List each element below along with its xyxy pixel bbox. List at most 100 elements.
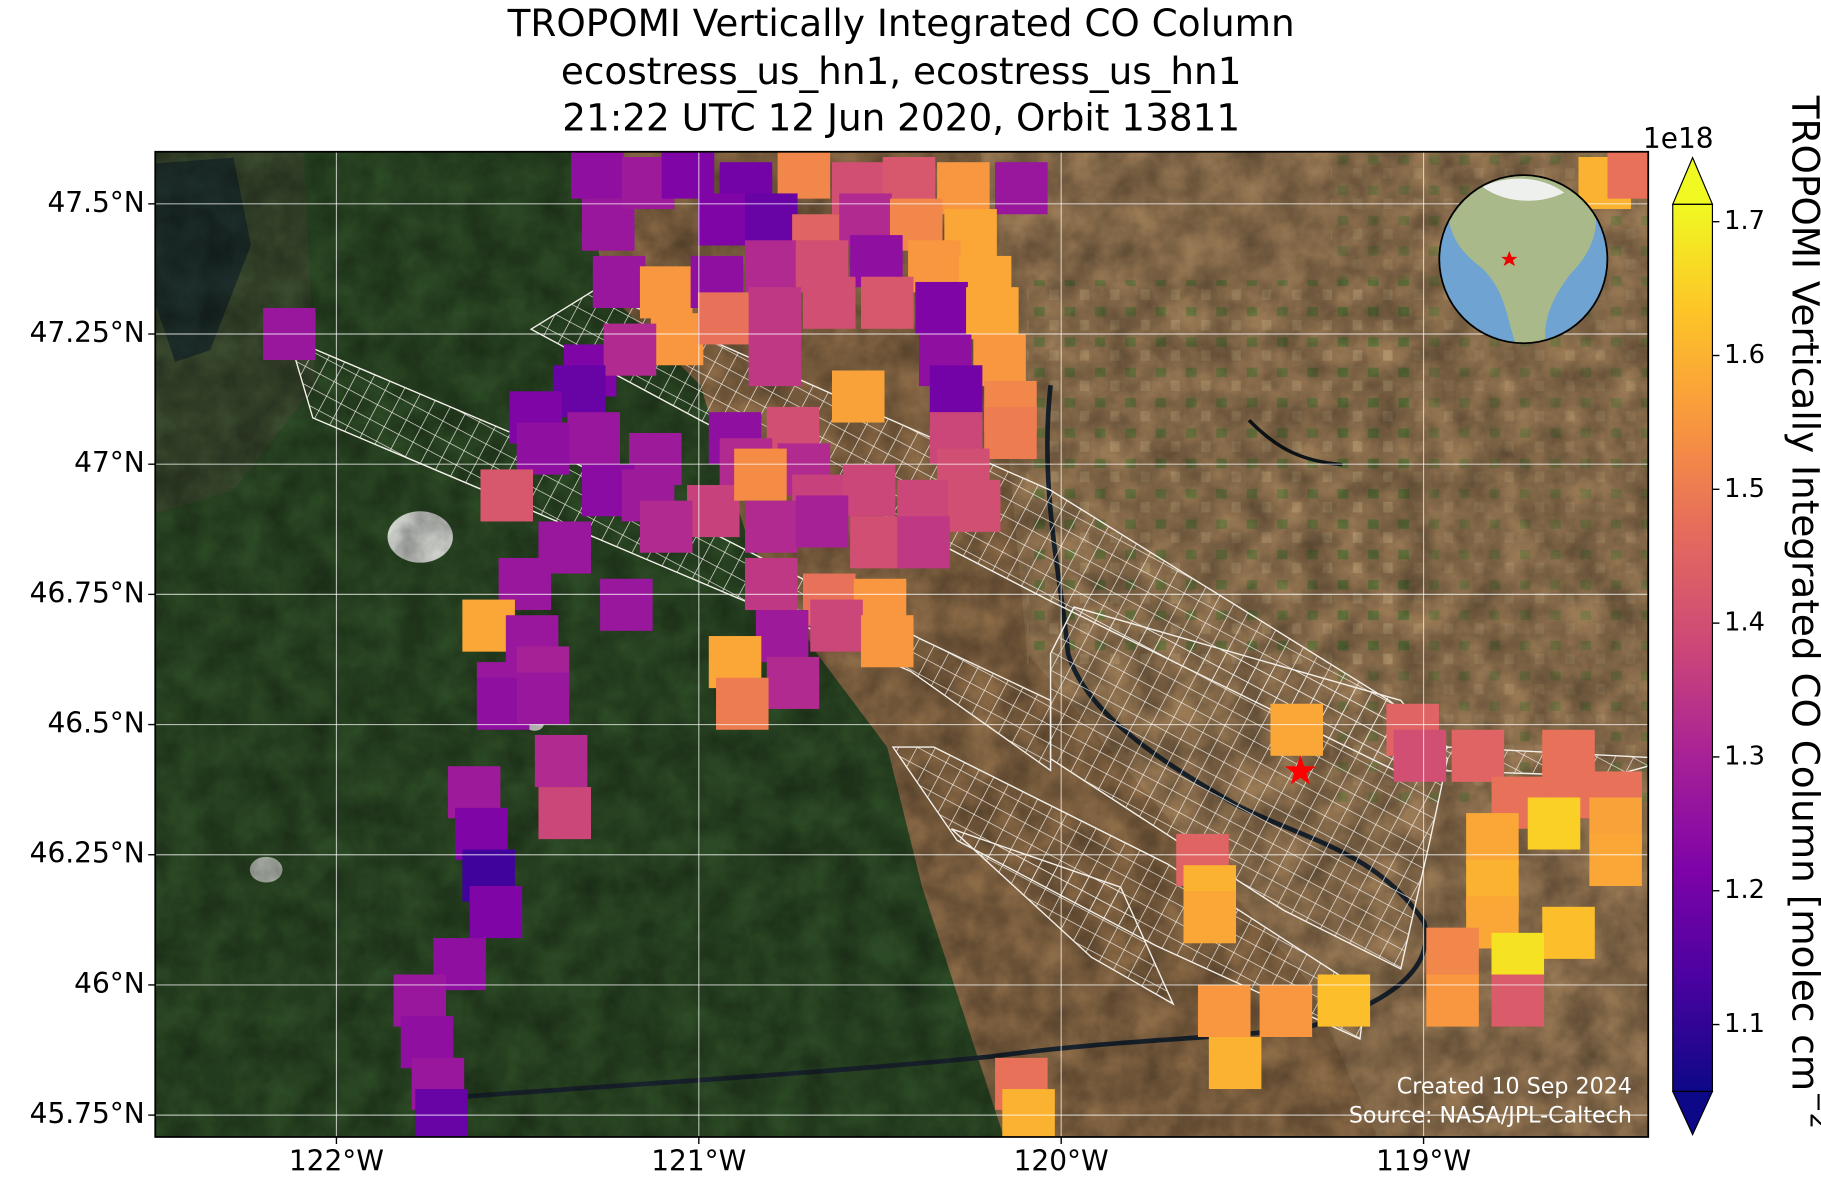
- colorbar-tick-label: 1.1: [1724, 1009, 1765, 1039]
- colorbar-multiplier: 1e18: [1643, 122, 1714, 155]
- co-cell: [1259, 984, 1313, 1037]
- title-line: TROPOMI Vertically Integrated CO Column: [507, 1, 1295, 45]
- site-marker: [1284, 755, 1316, 785]
- co-cell: [860, 276, 914, 329]
- colorbar-label: TROPOMI Vertically Integrated CO Column …: [1784, 95, 1821, 1129]
- co-cell: [415, 1089, 468, 1137]
- x-tick-label: 121°W: [651, 1145, 746, 1178]
- co-cell: [745, 557, 798, 611]
- co-cell: [984, 406, 1037, 459]
- co-cell: [687, 485, 740, 538]
- co-cell: [937, 162, 990, 215]
- co-cell: [639, 500, 693, 553]
- y-tick-label: 45.75°N: [30, 1097, 145, 1130]
- co-cell: [1426, 974, 1479, 1027]
- co-cell: [745, 240, 798, 293]
- co-cell: [1607, 151, 1649, 199]
- colorbar-extend-max: [1671, 156, 1714, 205]
- y-tick-label: 47.5°N: [47, 186, 144, 219]
- co-cell: [947, 479, 1001, 532]
- co-cell: [697, 292, 751, 345]
- y-tick-label: 46.25°N: [30, 837, 145, 870]
- y-tick-label: 46.75°N: [30, 576, 145, 609]
- globe-inset: [1438, 174, 1609, 345]
- co-cell: [831, 370, 885, 423]
- co-cell: [516, 672, 570, 725]
- co-cell: [1426, 927, 1479, 980]
- co-cell: [915, 281, 968, 335]
- title-line: 21:22 UTC 12 Jun 2020, Orbit 13811: [562, 96, 1240, 140]
- footer-source: Source: NASA/JPL-Caltech: [1349, 1102, 1632, 1128]
- co-cell: [766, 656, 820, 709]
- co-cell: [538, 787, 592, 840]
- co-cell: [1542, 906, 1595, 959]
- co-cell: [534, 734, 588, 788]
- colorbar-label-text: TROPOMI Vertically Integrated CO Column …: [1784, 95, 1821, 1091]
- colorbar-label-exponent: −2: [1804, 1091, 1821, 1129]
- co-cell: [516, 422, 570, 475]
- co-cell: [1589, 833, 1642, 886]
- co-cell: [1183, 891, 1237, 944]
- co-cell: [748, 334, 802, 387]
- co-cell: [748, 287, 802, 340]
- y-tick-label: 47°N: [74, 446, 145, 479]
- y-tick-label: 47.25°N: [30, 316, 145, 349]
- co-cell: [1466, 813, 1519, 866]
- co-cell: [1197, 984, 1251, 1037]
- colorbar: 1e18 TROPOMI Vertically Integrated CO Co…: [1643, 95, 1821, 1137]
- colorbar-tick-label: 1.7: [1724, 206, 1765, 236]
- colorbar-tick-label: 1.5: [1724, 474, 1765, 504]
- colorbar-frame: [1672, 203, 1714, 1093]
- footer-created: Created 10 Sep 2024: [1397, 1073, 1632, 1099]
- co-cell: [842, 464, 896, 517]
- co-cell: [639, 266, 693, 319]
- co-cell: [1270, 703, 1324, 756]
- co-cell: [929, 365, 983, 418]
- colorbar-ramp: [1672, 204, 1713, 1092]
- x-tick-label: 120°W: [1014, 1145, 1109, 1178]
- co-cell: [567, 412, 620, 465]
- co-cell: [745, 500, 798, 553]
- co-cell: [860, 615, 914, 668]
- co-cell: [603, 323, 657, 376]
- co-cell: [734, 448, 787, 501]
- co-cell: [469, 885, 523, 939]
- colorbar-tick-label: 1.2: [1724, 875, 1765, 905]
- co-cell: [1491, 974, 1545, 1027]
- title-line: ecostress_us_hn1, ecostress_us_hn1: [561, 49, 1242, 93]
- co-cell: [716, 677, 769, 730]
- co-cell: [777, 151, 831, 199]
- colorbar-tick-label: 1.3: [1724, 741, 1765, 771]
- co-cell: [1393, 729, 1447, 782]
- co-cell: [897, 516, 950, 569]
- co-cell: [697, 193, 751, 246]
- co-cell: [480, 469, 534, 522]
- co-cell: [650, 313, 704, 366]
- co-cell: [1317, 974, 1371, 1027]
- co-cells: [263, 151, 1649, 1137]
- co-cell: [850, 516, 903, 569]
- map-frame: [154, 150, 1650, 1138]
- co-cell: [755, 610, 809, 663]
- co-cell: [661, 151, 715, 199]
- co-cell: [745, 193, 798, 246]
- co-cell: [810, 599, 863, 652]
- y-tick-label: 46°N: [74, 967, 145, 1000]
- co-cell: [795, 495, 849, 548]
- colorbar-tick-label: 1.6: [1724, 340, 1765, 370]
- co-cell: [600, 578, 653, 631]
- co-cell: [966, 287, 1019, 340]
- y-tick-label: 46.5°N: [47, 707, 144, 740]
- co-cell: [1451, 729, 1505, 782]
- co-cell: [592, 255, 646, 308]
- co-cell: [1002, 1089, 1055, 1137]
- colorbar-tick-label: 1.4: [1724, 608, 1765, 638]
- grid: [155, 151, 1649, 1137]
- x-tick-label: 122°W: [289, 1145, 384, 1178]
- co-cell: [802, 276, 856, 329]
- colorbar-extend-min: [1671, 1090, 1714, 1137]
- x-tick-label: 119°W: [1376, 1145, 1471, 1178]
- co-cell: [1208, 1036, 1262, 1090]
